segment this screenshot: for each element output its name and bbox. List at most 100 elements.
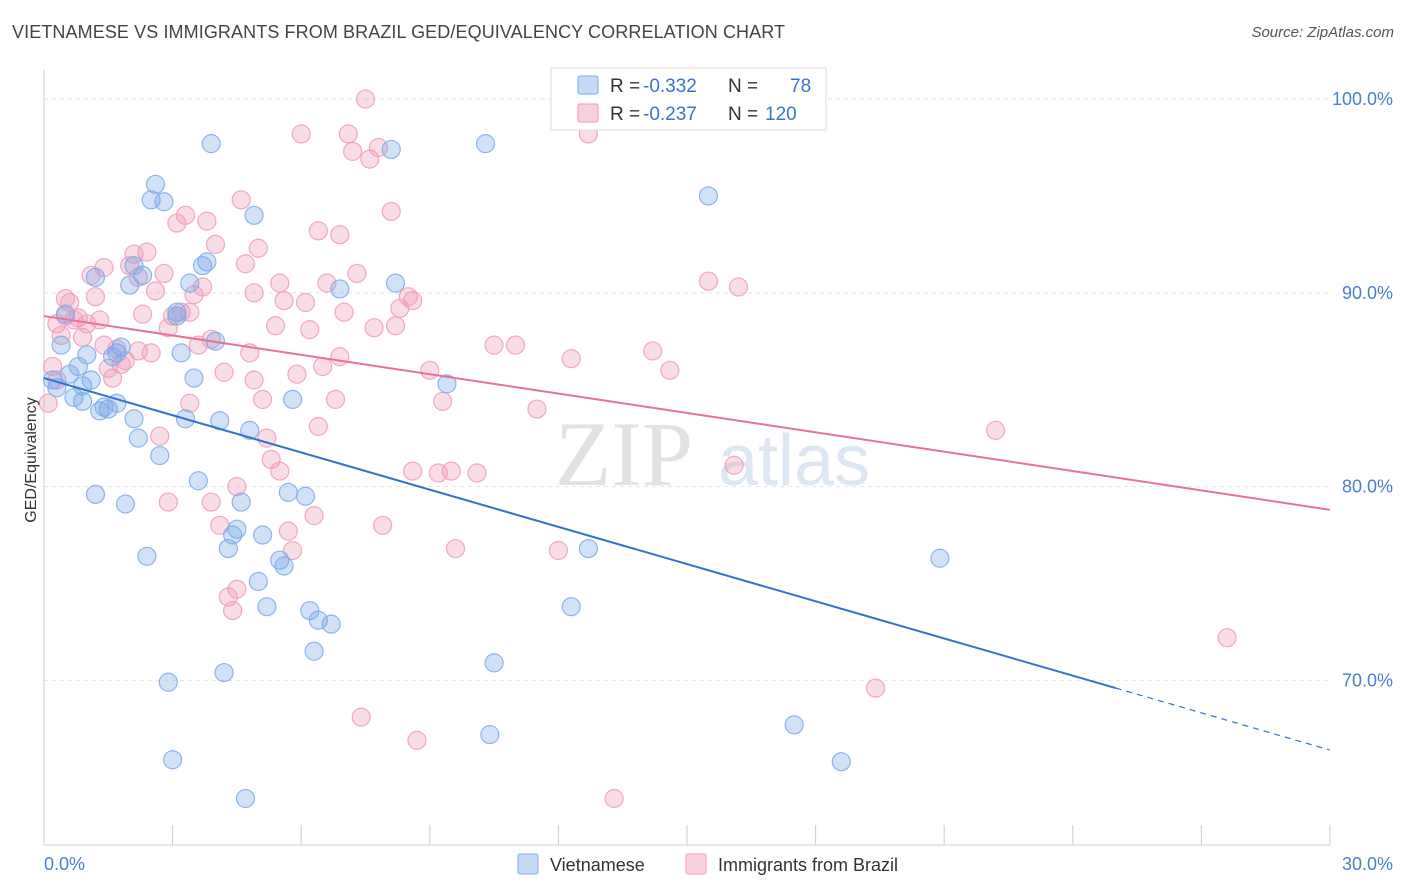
brazil-point <box>244 283 264 303</box>
vietnamese-point <box>150 445 170 466</box>
brazil-point <box>295 292 316 313</box>
x-tick-labels: 0.0% 30.0% <box>44 854 1393 874</box>
brazil-point <box>38 393 58 413</box>
brazil-point <box>287 364 307 384</box>
vietnamese-point <box>124 409 144 429</box>
vietnamese-point <box>930 548 950 568</box>
y-tick-label-80: 80.0% <box>1342 477 1393 497</box>
brazil-point <box>343 141 363 161</box>
vietnamese-point <box>561 597 581 617</box>
brazil-point <box>223 600 243 621</box>
brazil-point <box>308 221 328 241</box>
brazil-point <box>244 370 264 390</box>
vietnamese-point <box>304 641 324 661</box>
brazil-point <box>373 515 393 535</box>
vietnamese-point <box>253 525 273 545</box>
vietnamese-point <box>214 662 234 683</box>
brazil-point <box>214 362 234 382</box>
brazil-point <box>205 234 226 254</box>
chart-title: VIETNAMESE VS IMMIGRANTS FROM BRAZIL GED… <box>12 22 786 42</box>
brazil-point <box>193 277 213 297</box>
brazil-point <box>270 273 290 293</box>
bottom-legend-brazil: Immigrants from Brazil <box>718 855 898 875</box>
vietnamese-point <box>244 205 264 225</box>
vietnamese-points <box>42 134 950 809</box>
brazil-point <box>330 347 350 367</box>
vietnamese-point <box>85 267 106 287</box>
vietnamese-point <box>171 343 191 363</box>
vietnamese-point <box>132 265 153 285</box>
brazil-point <box>724 455 744 475</box>
brazil-point <box>548 540 569 561</box>
source-label: Source: ZipAtlas.com <box>1251 24 1394 41</box>
brazil-point <box>330 225 350 245</box>
brazil-point <box>347 263 367 284</box>
vietnamese-point <box>137 546 157 566</box>
legend-n-label-2: N = <box>728 104 758 125</box>
legend-n-value-2: 120 <box>765 104 797 125</box>
bottom-legend-vietnamese: Vietnamese <box>550 855 645 875</box>
vietnamese-point <box>231 492 251 512</box>
brazil-point <box>270 461 290 481</box>
brazil-point <box>338 124 358 144</box>
legend-r-value-2: -0.237 <box>643 104 697 125</box>
legend-swatch-brazil <box>577 103 599 123</box>
vietnamese-point <box>158 672 178 692</box>
y-tick-label-90: 90.0% <box>1342 283 1393 303</box>
legend-n-value-1: 78 <box>790 76 811 97</box>
vietnamese-point <box>784 715 804 735</box>
watermark: ZIP atlas <box>555 403 870 505</box>
brazil-point <box>403 461 423 481</box>
brazil-point <box>527 399 547 419</box>
y-tick-labels: 70.0% 80.0% 90.0% 100.0% <box>1332 89 1393 690</box>
vietnamese-point <box>578 538 599 559</box>
vietnamese-point <box>115 494 136 514</box>
vietnamese-point <box>235 788 256 809</box>
brazil-point <box>355 89 376 109</box>
vietnamese-point <box>484 653 504 673</box>
vietnamese-point <box>180 273 200 293</box>
brazil-point <box>364 318 384 338</box>
brazil-point <box>51 325 71 346</box>
vietnamese-point <box>321 614 341 634</box>
vietnamese-point <box>167 306 187 326</box>
brazil-point <box>158 492 178 512</box>
vietnamese-trend-extension <box>1115 687 1331 751</box>
vietnamese-point <box>163 750 183 770</box>
brazil-point <box>334 302 354 322</box>
brazil-point <box>698 271 719 291</box>
brazil-point <box>381 201 401 222</box>
x-tick-label-max: 30.0% <box>1342 854 1393 874</box>
brazil-point <box>132 304 153 324</box>
brazil-point <box>300 320 320 340</box>
brazil-point <box>265 316 286 336</box>
brazil-point <box>420 360 440 380</box>
legend-r-label-1: R = <box>610 76 640 97</box>
vietnamese-point <box>381 139 401 160</box>
brazil-point <box>385 316 406 336</box>
watermark-atlas: atlas <box>718 421 870 501</box>
legend-r-value-1: -0.332 <box>643 76 697 97</box>
brazil-point <box>257 428 277 448</box>
brazil-point <box>403 290 423 311</box>
vietnamese-point <box>475 134 496 154</box>
brazil-point <box>866 678 886 698</box>
bottom-legend: Vietnamese Immigrants from Brazil <box>517 853 898 875</box>
brazil-point <box>484 335 504 355</box>
vietnamese-point <box>278 482 298 502</box>
vietnamese-point <box>120 275 140 295</box>
brazil-point <box>433 391 453 411</box>
brazil-point <box>128 341 148 361</box>
brazil-point <box>561 349 581 369</box>
brazil-point <box>505 335 526 355</box>
vietnamese-point <box>85 484 106 504</box>
legend-r-label-2: R = <box>610 104 640 125</box>
y-axis-label: GED/Equivalency <box>23 397 40 522</box>
vietnamese-point <box>274 556 294 576</box>
brazil-point <box>227 579 247 599</box>
trend-lines <box>43 315 1331 751</box>
brazil-point <box>197 211 217 231</box>
brazil-point <box>325 389 346 409</box>
brazil-point <box>154 263 174 284</box>
brazil-point <box>407 730 427 750</box>
